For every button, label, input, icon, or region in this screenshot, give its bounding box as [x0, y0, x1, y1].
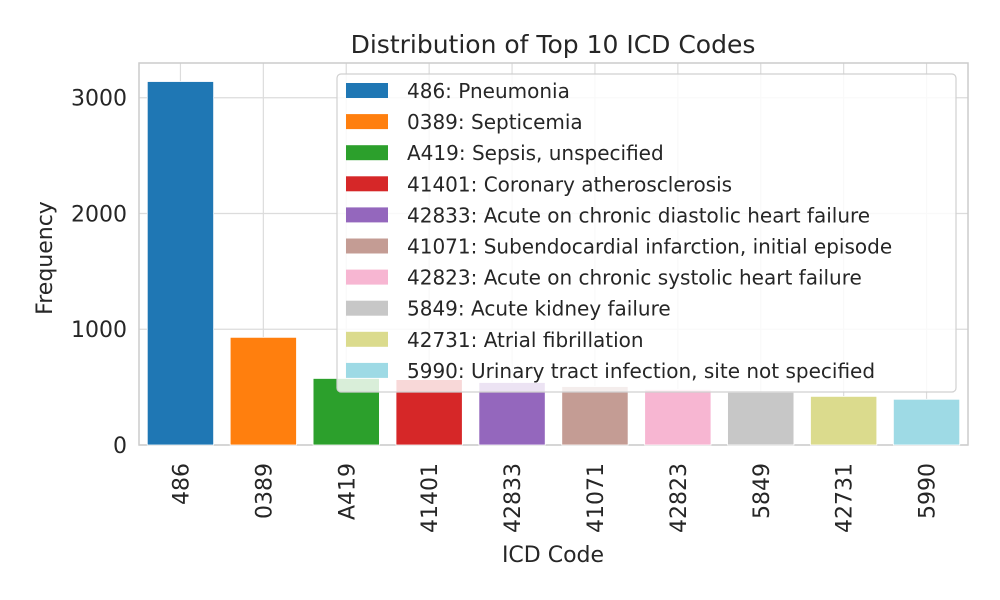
x-tick-label: 5990	[916, 463, 941, 519]
legend-swatch	[346, 269, 388, 285]
legend-entry-label: 5990: Urinary tract infection, site not …	[407, 359, 875, 383]
legend-entry-label: 42823: Acute on chronic systolic heart f…	[407, 266, 862, 290]
plot-area: 0 1000 2000 3000 486 0389 A419 41401 42833 41071 4…	[71, 62, 969, 533]
x-tick-label: 41071	[584, 463, 609, 533]
legend-swatch	[346, 176, 388, 192]
bar-5849	[727, 391, 795, 446]
legend-entry-label: 41071: Subendocardial infarction, initia…	[407, 235, 892, 259]
x-tick-label: 42731	[833, 463, 858, 533]
bar-0389	[229, 336, 297, 446]
legend-swatch	[346, 362, 388, 378]
y-tick-label: 0	[113, 434, 127, 459]
legend-swatch	[346, 238, 388, 254]
chart-title: Distribution of Top 10 ICD Codes	[351, 30, 756, 59]
y-axis-label: Frequency	[33, 201, 58, 315]
y-tick-label: 2000	[71, 202, 127, 227]
legend-swatch	[346, 207, 388, 223]
legend-swatch	[346, 114, 388, 130]
plot-frame	[138, 62, 969, 446]
legend-entry-label: 486: Pneumonia	[407, 79, 570, 103]
bar-5990	[892, 398, 961, 446]
legend-entry-label: 42731: Atrial fibrillation	[407, 328, 644, 352]
bar-42731	[810, 395, 878, 446]
bar-42833	[478, 382, 546, 446]
bar-486	[146, 81, 215, 446]
legend-swatch	[346, 300, 388, 316]
x-tick-label: 42833	[501, 463, 526, 533]
x-tick-label: 42823	[667, 463, 692, 533]
bar-42823	[644, 389, 712, 446]
x-tick-label: 486	[169, 463, 194, 505]
legend-box	[336, 73, 957, 393]
y-tick-label: 1000	[71, 318, 127, 343]
legend: 486: Pneumonia 0389: Septicemia A419: Seps…	[336, 73, 957, 393]
legend-entry-label: 0389: Septicemia	[407, 110, 583, 134]
legend-swatch	[346, 83, 388, 98]
bar-41071	[561, 386, 629, 446]
legend-entry-label: 5849: Acute kidney failure	[407, 297, 671, 321]
x-axis-label: ICD Code	[502, 543, 604, 568]
legend-swatch	[346, 331, 388, 347]
x-tick-label: 41401	[418, 463, 443, 533]
legend-swatch	[346, 145, 388, 161]
legend-entry-label: 42833: Acute on chronic diastolic heart …	[407, 203, 870, 227]
legend-entry-label: 41401: Coronary atherosclerosis	[407, 172, 732, 196]
x-tick-label: A419	[335, 463, 360, 520]
legend-entry-label: A419: Sepsis, unspecified	[407, 141, 664, 165]
x-tick-label: 0389	[252, 463, 277, 519]
y-tick-label: 3000	[71, 87, 127, 112]
x-tick-label: 5849	[750, 463, 775, 519]
